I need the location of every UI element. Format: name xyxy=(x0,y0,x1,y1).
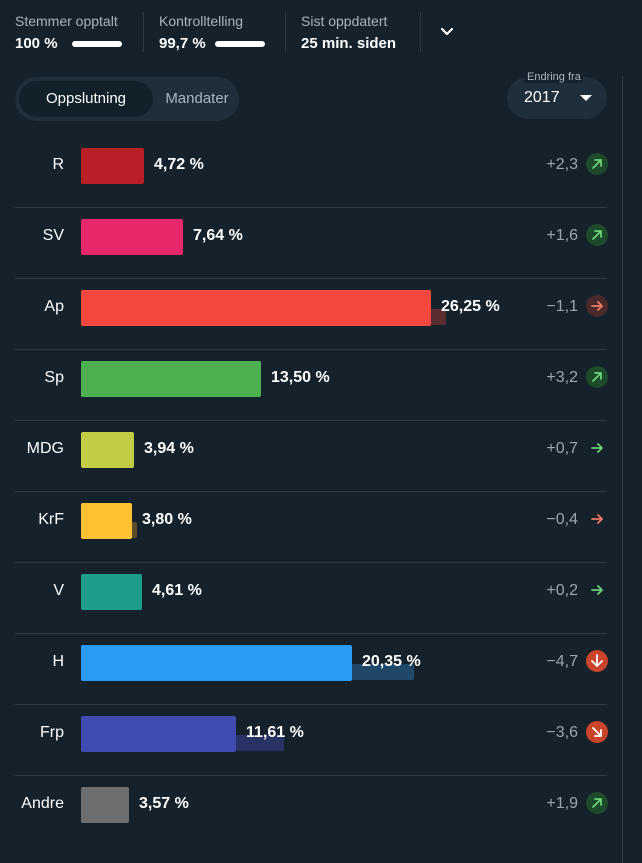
table-row[interactable]: Sp 13,50 % +3,2 xyxy=(15,349,608,420)
stat-recount-progress xyxy=(214,41,265,47)
party-name: SV xyxy=(42,227,64,244)
change-label: +1,9 xyxy=(546,795,578,812)
party-name: R xyxy=(52,156,64,173)
party-name: Ap xyxy=(44,298,64,315)
table-row[interactable]: SV 7,64 % +1,6 xyxy=(15,207,608,278)
stat-divider xyxy=(143,12,144,52)
value-label: 11,61 % xyxy=(246,724,304,741)
value-label: 13,50 % xyxy=(271,369,330,386)
tab-mandater[interactable]: Mandater xyxy=(165,90,229,107)
row-divider xyxy=(15,491,607,492)
chevron-down-icon[interactable] xyxy=(436,20,458,42)
value-label: 4,72 % xyxy=(154,156,204,173)
row-divider xyxy=(15,633,607,634)
value-label: 4,61 % xyxy=(152,582,202,599)
summary-bar: Stemmer opptalt 100 % Kontrolltelling 99… xyxy=(0,0,642,62)
stat-counted-label: Stemmer opptalt xyxy=(15,13,118,29)
table-row[interactable]: Ap 26,25 % −1,1 xyxy=(15,278,608,349)
arrow-down-icon xyxy=(586,650,608,672)
compare-year-value: 2017 xyxy=(524,89,560,106)
party-name: H xyxy=(52,653,64,670)
table-row[interactable]: Andre 3,57 % +1,9 xyxy=(15,775,608,846)
arrow-up-icon xyxy=(586,224,608,246)
stat-updated-value: 25 min. siden xyxy=(301,35,397,52)
party-name: V xyxy=(53,582,64,599)
result-bar xyxy=(81,432,134,468)
change-label: −4,7 xyxy=(546,653,578,670)
result-bar xyxy=(81,574,142,610)
table-row[interactable]: R 4,72 % +2,3 xyxy=(15,136,608,207)
tab-oppslutning[interactable]: Oppslutning xyxy=(19,81,153,117)
party-name: Frp xyxy=(40,724,64,741)
stat-counted: Stemmer opptalt 100 % xyxy=(15,12,122,54)
result-bar xyxy=(81,787,129,823)
compare-year-label: Endring fra xyxy=(525,71,583,83)
row-divider xyxy=(15,775,607,776)
row-divider xyxy=(15,349,607,350)
view-toggle: Oppslutning Mandater xyxy=(15,77,239,121)
table-row[interactable]: Frp 11,61 % −3,6 xyxy=(15,704,608,775)
party-name: KrF xyxy=(38,511,64,528)
change-label: +3,2 xyxy=(546,369,578,386)
row-divider xyxy=(15,420,607,421)
value-label: 3,94 % xyxy=(144,440,194,457)
party-name: Sp xyxy=(44,369,64,386)
result-bar xyxy=(81,290,431,326)
result-bar xyxy=(81,716,236,752)
result-bar xyxy=(81,645,352,681)
value-label: 3,80 % xyxy=(142,511,192,528)
change-label: +0,2 xyxy=(546,582,578,599)
change-label: −1,1 xyxy=(546,298,578,315)
value-label: 3,57 % xyxy=(139,795,189,812)
change-label: +0,7 xyxy=(546,440,578,457)
change-label: −3,6 xyxy=(546,724,578,741)
value-label: 7,64 % xyxy=(193,227,243,244)
stat-recount-value: 99,7 % xyxy=(159,35,206,52)
change-label: +2,3 xyxy=(546,156,578,173)
table-row[interactable]: KrF 3,80 % −0,4 xyxy=(15,491,607,562)
arrow-down-icon xyxy=(586,295,608,317)
change-label: −0,4 xyxy=(546,511,578,528)
arrow-up-icon xyxy=(586,792,608,814)
table-row[interactable]: MDG 3,94 % +0,7 xyxy=(15,420,607,491)
row-divider xyxy=(15,278,607,279)
result-bar xyxy=(81,503,132,539)
change-label: +1,6 xyxy=(546,227,578,244)
stat-updated: Sist oppdatert 25 min. siden xyxy=(301,12,396,54)
stat-recount-label: Kontrolltelling xyxy=(159,13,244,29)
result-bar xyxy=(81,148,144,184)
stat-recount: Kontrolltelling 99,7 % xyxy=(159,12,265,54)
table-row[interactable]: H 20,35 % −4,7 xyxy=(15,633,608,704)
arrow-up-icon xyxy=(586,437,608,459)
value-label: 20,35 % xyxy=(362,653,421,670)
caret-down-icon xyxy=(580,95,592,101)
stat-counted-value: 100 % xyxy=(15,35,58,52)
value-label: 26,25 % xyxy=(441,298,500,315)
arrow-down-icon xyxy=(586,721,608,743)
compare-year-select[interactable]: Endring fra 2017 xyxy=(507,71,607,119)
result-bar xyxy=(81,219,183,255)
arrow-up-icon xyxy=(586,579,608,601)
stat-divider xyxy=(285,12,286,52)
table-row[interactable]: V 4,61 % +0,2 xyxy=(15,562,607,633)
stat-divider xyxy=(420,12,421,52)
stat-counted-progress xyxy=(71,41,122,47)
result-bar xyxy=(81,361,261,397)
row-divider xyxy=(15,704,607,705)
party-name: Andre xyxy=(21,795,64,812)
arrow-up-icon xyxy=(586,153,608,175)
row-divider xyxy=(15,207,607,208)
party-name: MDG xyxy=(26,440,64,457)
row-divider xyxy=(15,562,607,563)
arrow-down-icon xyxy=(586,508,608,530)
scroll-track xyxy=(622,76,623,863)
arrow-up-icon xyxy=(586,366,608,388)
stat-updated-label: Sist oppdatert xyxy=(301,13,388,29)
